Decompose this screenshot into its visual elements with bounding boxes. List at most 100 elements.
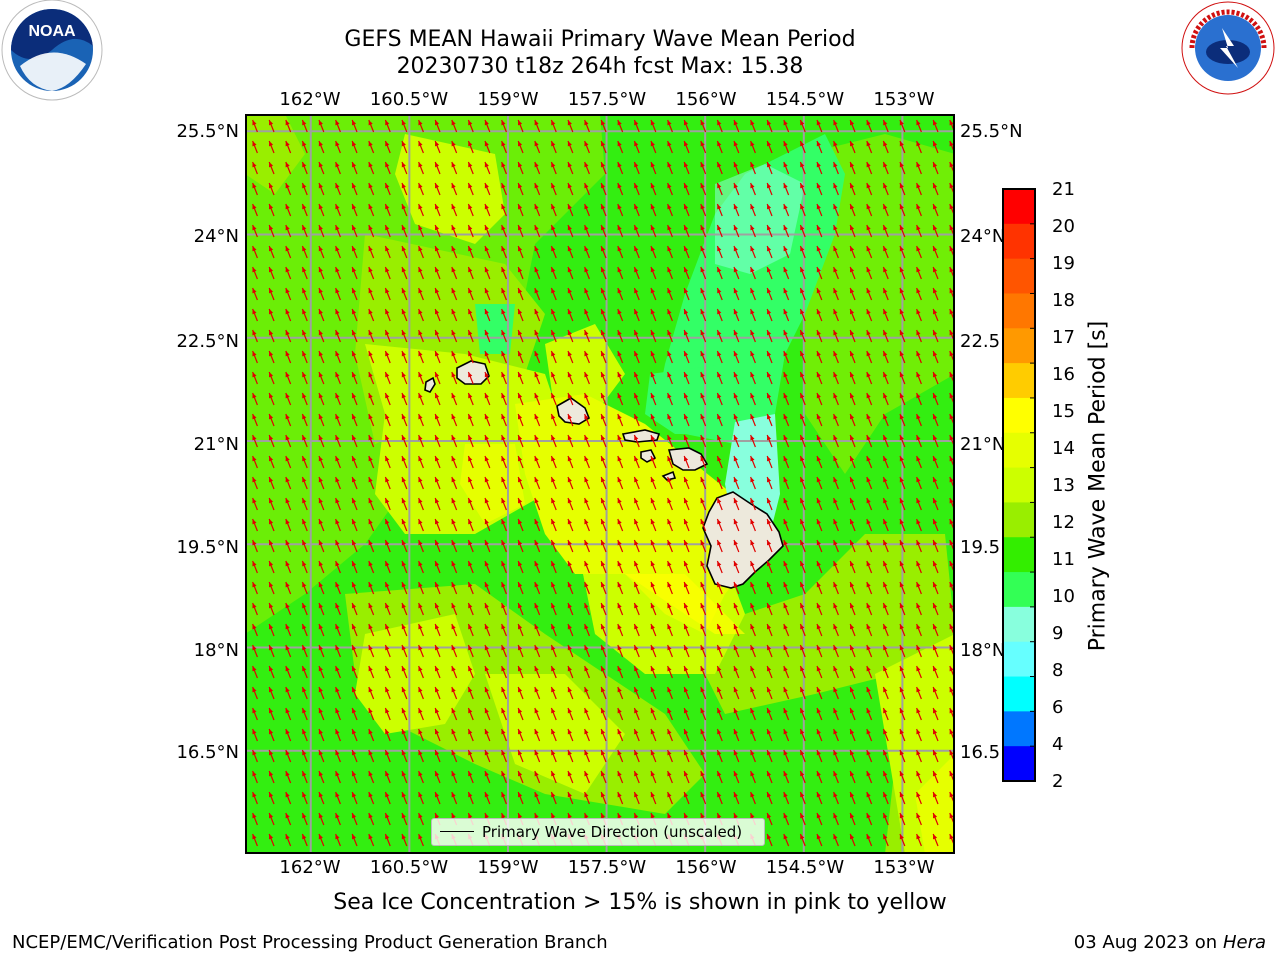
- wave-arrow-head: [899, 750, 904, 756]
- wave-arrow-head: [318, 750, 323, 756]
- wave-arrow-head: [933, 351, 938, 357]
- wave-arrow-head: [567, 225, 572, 231]
- wave-arrow-head: [484, 813, 489, 819]
- wave-arrow-head: [501, 456, 506, 462]
- wave-arrow-head: [418, 267, 423, 273]
- wave-arrow-head: [949, 330, 954, 336]
- wave-arrow-head: [949, 540, 954, 546]
- wave-arrow-head: [833, 666, 838, 672]
- wave-arrow-head: [684, 246, 689, 252]
- wave-arrow-head: [252, 204, 257, 210]
- colorbar-tick-label: 2: [1052, 771, 1064, 792]
- wave-arrow-head: [816, 456, 821, 462]
- wave-arrow-head: [418, 183, 423, 189]
- wave-arrow-head: [252, 666, 257, 672]
- wave-arrow-head: [634, 435, 639, 441]
- wave-arrow-head: [866, 456, 871, 462]
- wave-arrow-head: [584, 792, 589, 798]
- wave-arrow-head: [816, 288, 821, 294]
- wave-arrow-head: [899, 183, 904, 189]
- colorbar-segment: [1003, 293, 1035, 329]
- wave-arrow-head: [567, 750, 572, 756]
- wave-arrow-head: [451, 792, 456, 798]
- wave-arrow-head: [501, 183, 506, 189]
- wave-arrow-head: [318, 834, 323, 840]
- wave-arrow-head: [899, 456, 904, 462]
- wave-arrow-head: [684, 162, 689, 168]
- wave-arrow-head: [899, 141, 904, 147]
- wave-arrow-head: [850, 603, 855, 609]
- wave-arrow-head: [269, 498, 274, 504]
- wave-arrow-head: [318, 498, 323, 504]
- wave-arrow-head: [567, 435, 572, 441]
- wave-arrow-head: [302, 708, 307, 714]
- wave-arrow-head: [551, 645, 556, 651]
- wave-arrow-head: [733, 414, 738, 420]
- wave-arrow-head: [352, 351, 357, 357]
- wave-arrow-head: [451, 708, 456, 714]
- wave-arrow-head: [783, 372, 788, 378]
- wave-arrow-head: [368, 519, 373, 525]
- wave-arrow-head: [667, 603, 672, 609]
- wave-arrow-head: [252, 750, 257, 756]
- wave-arrow-head: [717, 603, 722, 609]
- wave-arrow-head: [866, 267, 871, 273]
- wave-arrow-head: [750, 792, 755, 798]
- wave-arrow-head: [534, 813, 539, 819]
- wave-arrow-head: [352, 183, 357, 189]
- wave-arrow-head: [518, 456, 523, 462]
- wave-arrow-head: [285, 666, 290, 672]
- wave-arrow-head: [899, 687, 904, 693]
- wave-arrow-head: [800, 750, 805, 756]
- wave-arrow-head: [518, 393, 523, 399]
- wave-arrow-head: [634, 414, 639, 420]
- wave-arrow-head: [700, 519, 705, 525]
- wave-arrow-head: [949, 708, 954, 714]
- island-kahoolawe: [661, 470, 677, 481]
- wave-arrow-head: [368, 561, 373, 567]
- wave-arrow-head: [816, 393, 821, 399]
- wave-arrow-head: [733, 183, 738, 189]
- wave-arrow-head: [252, 225, 257, 231]
- wave-arrow-head: [850, 414, 855, 420]
- wave-arrow-head: [667, 498, 672, 504]
- wave-arrow-head: [816, 141, 821, 147]
- wave-arrow-head: [717, 477, 722, 483]
- wave-arrow-head: [484, 666, 489, 672]
- wave-arrow-head: [667, 120, 672, 126]
- wave-arrow-head: [451, 267, 456, 273]
- wave-arrow-head: [269, 771, 274, 777]
- wave-arrow-head: [916, 330, 921, 336]
- wave-arrow-head: [435, 582, 440, 588]
- wave-arrow-head: [418, 687, 423, 693]
- wave-arrow-head: [899, 351, 904, 357]
- wave-arrow-head: [435, 813, 440, 819]
- wave-arrow-head: [318, 183, 323, 189]
- wave-arrow-head: [916, 750, 921, 756]
- wave-arrow-head: [850, 750, 855, 756]
- wave-arrow-head: [401, 162, 406, 168]
- wave-arrow-head: [534, 141, 539, 147]
- wave-arrow-head: [700, 162, 705, 168]
- wave-arrow-head: [335, 603, 340, 609]
- wave-arrow-head: [617, 435, 622, 441]
- wave-arrow-head: [933, 750, 938, 756]
- wave-arrow-head: [750, 813, 755, 819]
- wave-arrow-head: [501, 750, 506, 756]
- wave-arrow-head: [269, 666, 274, 672]
- wave-arrow-head: [949, 624, 954, 630]
- wave-arrow-head: [949, 162, 954, 168]
- wave-arrow-head: [368, 414, 373, 420]
- wave-arrow-head: [285, 372, 290, 378]
- wave-arrow-head: [252, 456, 257, 462]
- wave-arrow-head: [833, 645, 838, 651]
- wave-arrow-head: [783, 330, 788, 336]
- wave-arrow-head: [617, 288, 622, 294]
- wave-arrow-head: [468, 729, 473, 735]
- wave-arrow-head: [899, 246, 904, 252]
- wave-arrow-head: [302, 624, 307, 630]
- wave-arrow-head: [617, 372, 622, 378]
- lon-label-bottom: 153°W: [873, 857, 935, 878]
- wave-arrow-head: [368, 309, 373, 315]
- wave-arrow-head: [700, 246, 705, 252]
